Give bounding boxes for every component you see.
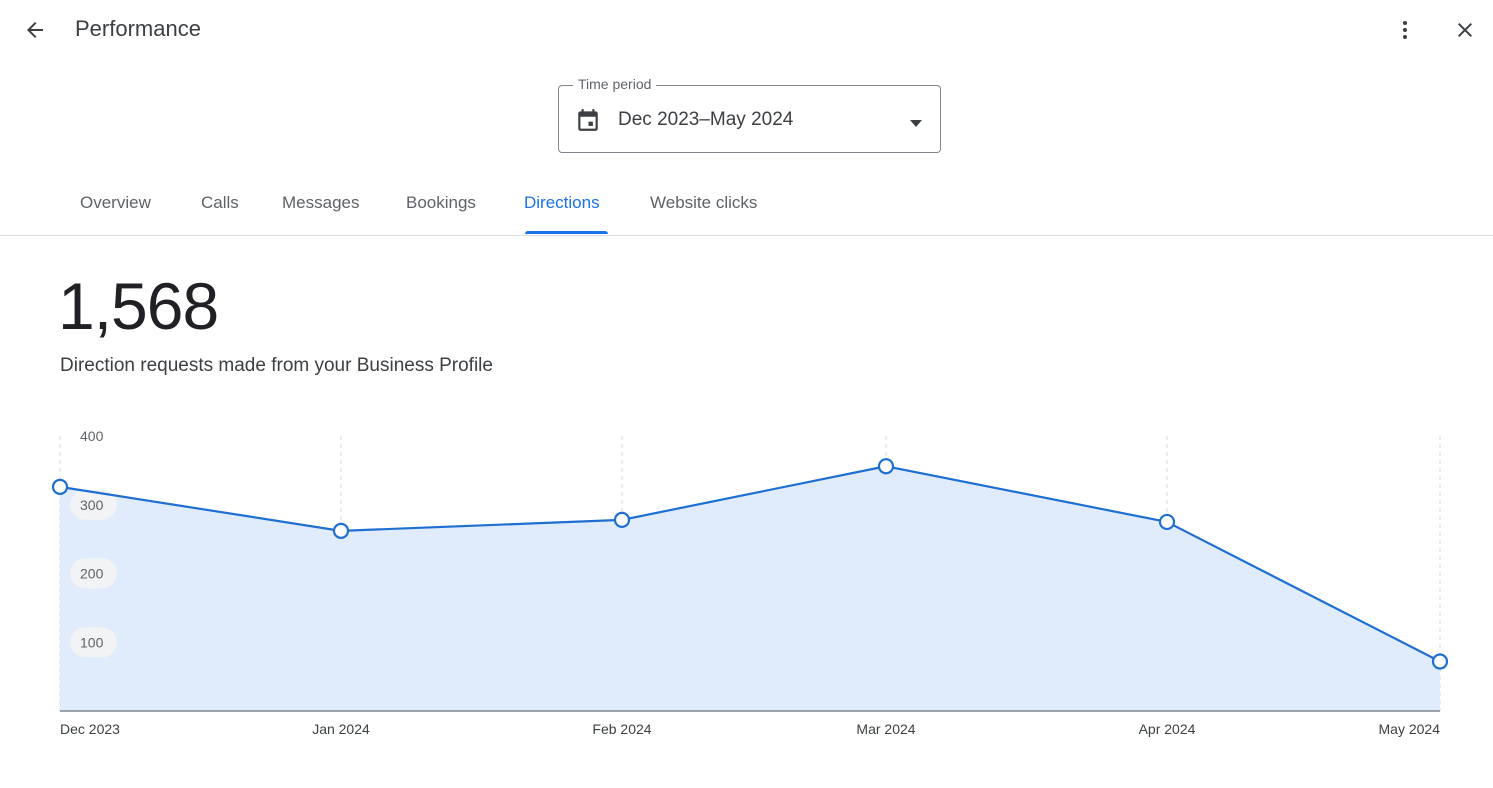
- tab-calls[interactable]: Calls: [201, 193, 239, 212]
- tab-directions[interactable]: Directions: [524, 193, 600, 212]
- tab-messages[interactable]: Messages: [282, 193, 360, 212]
- chart-data-point: [1431, 653, 1449, 670]
- y-tick-label: 200: [80, 566, 104, 582]
- chevron-down-icon: [910, 115, 922, 133]
- time-period-select[interactable]: Time period Dec 2023–May 2024: [558, 76, 941, 153]
- chart-series-line: [59, 465, 1441, 663]
- chart-data-point: [51, 478, 69, 495]
- metric-total: 1,568: [58, 269, 219, 343]
- x-tick-label: May 2024: [1379, 721, 1441, 737]
- y-tick-label: 300: [80, 497, 104, 513]
- back-button[interactable]: [15, 10, 55, 50]
- page-title: Performance: [75, 16, 201, 41]
- y-tick-label-bg: [70, 627, 117, 658]
- chart-data-point: [332, 522, 350, 539]
- calendar-icon: [575, 107, 601, 138]
- more-vert-icon: [1403, 21, 1407, 39]
- close-button[interactable]: [1445, 10, 1485, 50]
- tab-website-clicks[interactable]: Website clicks: [650, 193, 758, 212]
- more-options-button[interactable]: [1385, 10, 1425, 50]
- chart-data-point: [877, 458, 895, 475]
- metric-description: Direction requests made from your Busine…: [60, 355, 493, 376]
- x-tick-label: Jan 2024: [312, 721, 370, 737]
- tab-bar: Overview Calls Messages Bookings Directi…: [0, 175, 1493, 236]
- x-tick-label: Mar 2024: [856, 721, 915, 737]
- time-period-value: Dec 2023–May 2024: [618, 109, 794, 130]
- arrow-back-icon: [27, 22, 43, 38]
- x-tick-label: Feb 2024: [592, 721, 651, 737]
- active-tab-indicator: [525, 231, 608, 234]
- chart-data-point: [613, 511, 631, 528]
- close-icon: [1458, 23, 1472, 37]
- tab-bookings[interactable]: Bookings: [406, 193, 476, 212]
- x-tick-label: Apr 2024: [1139, 721, 1196, 737]
- chart-area: [60, 466, 1440, 711]
- tab-overview[interactable]: Overview: [80, 193, 151, 212]
- y-tick-label: 400: [80, 428, 104, 444]
- x-tick-label: Dec 2023: [60, 721, 120, 737]
- y-tick-label-bg: [70, 558, 117, 589]
- y-tick-label: 100: [80, 634, 104, 650]
- chart-data-point: [1158, 513, 1176, 531]
- time-period-label: Time period: [573, 76, 657, 92]
- y-tick-label-bg: [70, 489, 117, 520]
